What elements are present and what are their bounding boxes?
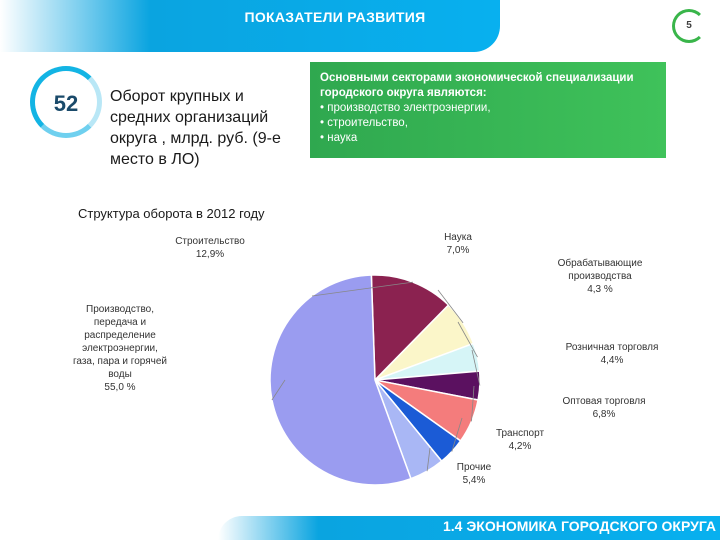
specialization-item: • строительство, <box>320 117 408 129</box>
leader-line <box>471 349 481 386</box>
slice-label: Прочие 5,4% <box>457 462 492 486</box>
kpi-description: Оборот крупных и средних организаций окр… <box>110 88 281 168</box>
slice-label: Производство, передача и распределение элек… <box>73 304 167 393</box>
specialization-box: Основными секторами экономической специа… <box>310 62 666 158</box>
slice-label: Оптовая торговля 6,8% <box>562 396 645 420</box>
specialization-heading: Основными секторами экономической специа… <box>320 72 634 99</box>
leader-line <box>471 385 475 422</box>
leader-line <box>311 281 414 297</box>
footer-title: 1.4 ЭКОНОМИКА ГОРОДСКОГО ОКРУГА <box>442 518 716 534</box>
kpi-ring: 52 <box>30 66 102 138</box>
leader-line <box>271 379 286 401</box>
page-title: ПОКАЗАТЕЛИ РАЗВИТИЯ <box>244 9 426 25</box>
slice-label: Наука 7,0% <box>444 232 472 256</box>
page-number: 5 <box>686 20 692 31</box>
leader-line <box>457 321 478 358</box>
kpi-value: 52 <box>53 91 79 116</box>
header-bar <box>0 0 500 52</box>
specialization-list: • производство электроэнергии, • строите… <box>320 101 656 146</box>
slice-label: Транспорт 4,2% <box>496 428 545 452</box>
specialization-item: • наука <box>320 132 358 144</box>
page-number-badge: 5 <box>672 9 706 43</box>
leader-line <box>426 447 431 472</box>
specialization-item: • производство электроэнергии, <box>320 102 491 114</box>
chart-title: Структура оборота в 2012 году <box>78 206 265 221</box>
leader-lines <box>271 281 481 472</box>
pie-slice <box>370 274 450 382</box>
pie-slices <box>269 274 481 486</box>
leader-line <box>437 289 464 324</box>
slice-label: Розничная торговля 4,4% <box>566 342 659 366</box>
slice-labels: Строительство 12,9% Наука 7,0% Обрабатывающи… <box>73 232 658 486</box>
footer-bar <box>218 516 720 540</box>
slice-label: Строительство 12,9% <box>175 236 245 260</box>
slice-label: Обрабатывающие производства 4,3 % <box>558 257 643 295</box>
leader-line <box>451 417 463 452</box>
